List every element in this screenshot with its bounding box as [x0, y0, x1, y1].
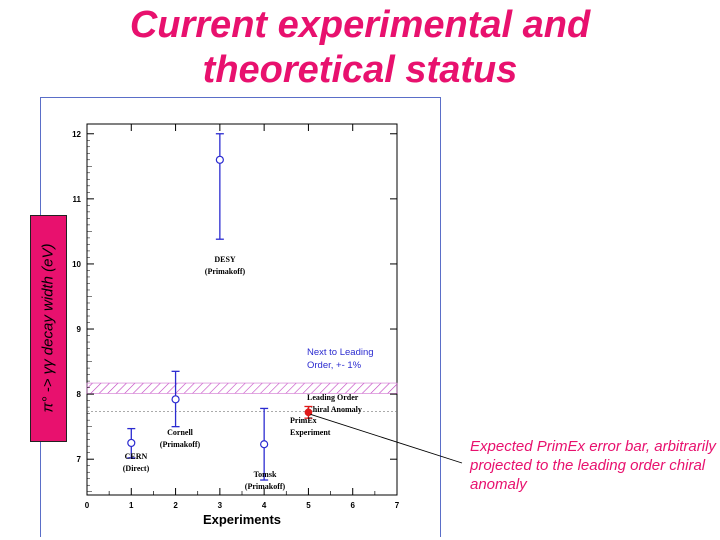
data-point [171, 395, 180, 404]
nlo-band [86, 382, 398, 394]
point-label: Cornell [167, 428, 194, 437]
x-tick-label: 5 [306, 501, 311, 510]
band-label: Order, +- 1% [307, 360, 362, 371]
point-label: PrimEx [290, 416, 317, 425]
reference-line-label: Leading Order [307, 393, 359, 402]
annotation-pointer [310, 413, 463, 464]
y-tick-label: 11 [73, 195, 82, 204]
reference-line-label: Chiral Anomaly [307, 405, 362, 414]
point-label: (Direct) [123, 464, 150, 473]
point-label: Experiment [290, 428, 331, 437]
point-label: (Primakoff) [245, 482, 286, 491]
page-title-line-1: Current experimental and [129, 4, 591, 46]
x-axis-title: Experiments [203, 512, 281, 527]
y-tick-label: 10 [72, 260, 81, 269]
x-tick-label: 1 [129, 501, 134, 510]
x-tick-label: 0 [85, 501, 90, 510]
point-label: Tomsk [254, 470, 277, 479]
y-tick-label: 7 [77, 455, 82, 464]
x-tick-label: 2 [173, 501, 178, 510]
y-tick-label: 8 [77, 390, 82, 399]
x-tick-label: 4 [262, 501, 267, 510]
point-label: (Primakoff) [205, 267, 246, 276]
plot-area [86, 123, 398, 496]
x-tick-label: 7 [395, 501, 400, 510]
y-tick-label: 9 [77, 325, 82, 334]
point-label: DESY [214, 255, 236, 264]
annotation-note: Expected PrimEx error bar, arbitrarily p… [470, 438, 716, 493]
point-label: CERN [125, 452, 148, 461]
band-label: Next to Leading [307, 347, 374, 358]
point-label: (Primakoff) [160, 440, 201, 449]
data-point [127, 438, 136, 448]
data-point [215, 155, 224, 164]
y-tick-label: 12 [72, 130, 81, 139]
page-title-line-2: theoretical status [202, 49, 518, 91]
data-point [260, 440, 269, 449]
x-tick-label: 3 [218, 501, 223, 510]
y-axis-label-box [30, 215, 67, 442]
x-tick-label: 6 [350, 501, 355, 510]
data-point [304, 408, 313, 417]
